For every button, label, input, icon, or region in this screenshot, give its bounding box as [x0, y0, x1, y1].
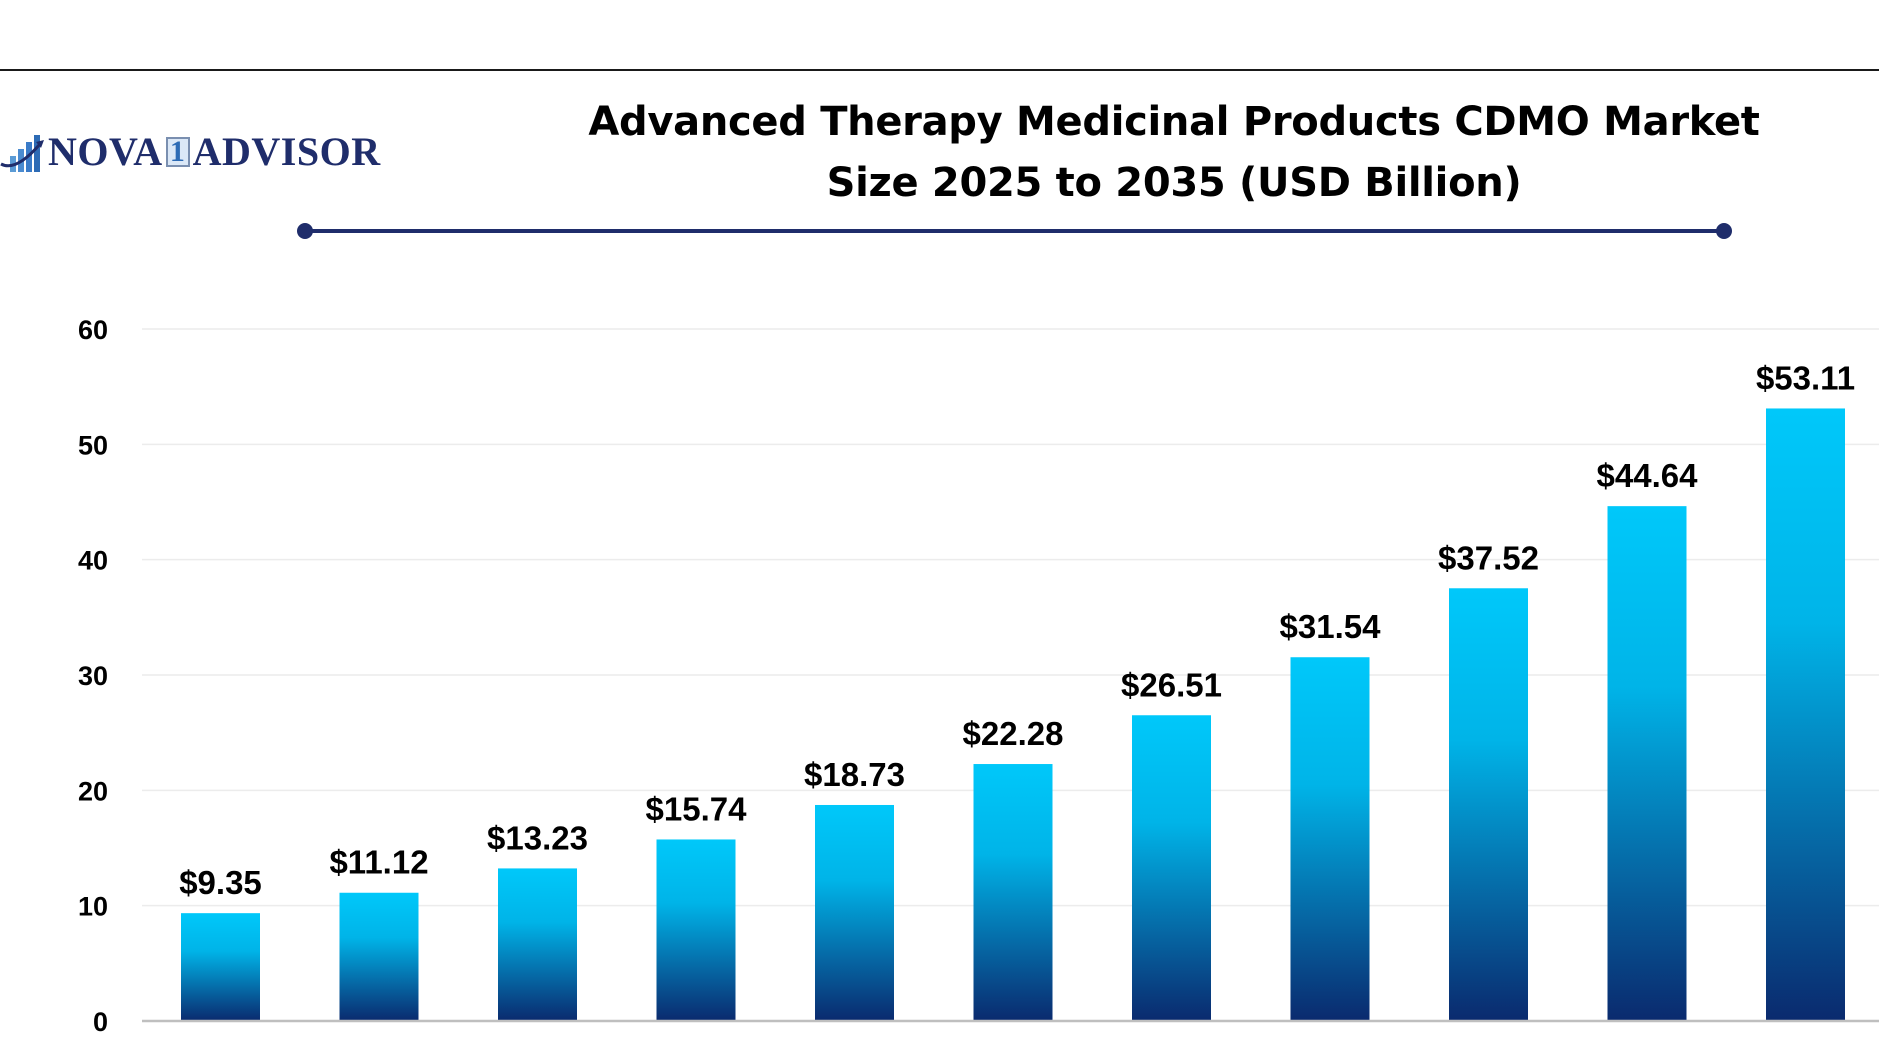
- bar-2029: [815, 804, 894, 1021]
- y-tick-label: 30: [78, 661, 108, 691]
- chart-title: Advanced Therapy Medicinal Products CDMO…: [560, 92, 1788, 214]
- bar-2033: [1449, 588, 1528, 1021]
- data-label-2032: $31.54: [1280, 608, 1382, 645]
- brand-digit-box: 1: [165, 137, 190, 167]
- data-label-2031: $26.51: [1121, 666, 1222, 703]
- y-axis: 0 10 20 30 40 50 60: [78, 315, 108, 1037]
- bar-2035: [1766, 408, 1845, 1021]
- brand-name-part1: NOVA: [48, 129, 163, 174]
- data-label-2029: $18.73: [804, 756, 905, 793]
- brand-name: NOVA 1 ADVISOR: [48, 132, 381, 172]
- chart-title-line-2: Size 2025 to 2035 (USD Billion): [826, 160, 1522, 206]
- y-tick-label: 60: [78, 315, 108, 345]
- y-tick-label: 50: [78, 430, 108, 460]
- bars: [181, 408, 1845, 1022]
- bar-2027: [498, 868, 577, 1021]
- data-label-2028: $15.74: [646, 790, 748, 827]
- title-underline-dot-left: [297, 223, 313, 239]
- data-label-2025: $9.35: [179, 864, 262, 901]
- data-label-2026: $11.12: [329, 844, 428, 881]
- chart-title-line-1: Advanced Therapy Medicinal Products CDMO…: [588, 99, 1760, 145]
- bar-2034: [1607, 506, 1687, 1022]
- bar-2032: [1290, 657, 1370, 1021]
- y-tick-label: 20: [78, 776, 108, 806]
- bar-2030: [973, 764, 1053, 1021]
- data-label-2033: $37.52: [1438, 539, 1539, 576]
- data-label-2035: $53.11: [1756, 359, 1855, 396]
- brand-name-part2: ADVISOR: [192, 129, 381, 174]
- bar-chart-swoosh-icon: [0, 135, 44, 172]
- title-underline-dot-right: [1716, 223, 1732, 239]
- data-label-2034: $44.64: [1597, 457, 1699, 494]
- title-underline: [305, 229, 1724, 233]
- top-divider: [0, 69, 1879, 71]
- bar-2026: [339, 892, 419, 1021]
- data-labels: $9.35 $11.12 $13.23 $15.74 $18.73 $22.28 $26.5…: [179, 359, 1855, 901]
- y-tick-label: 40: [78, 546, 108, 576]
- data-label-2027: $13.23: [487, 819, 588, 856]
- bar-2025: [181, 913, 260, 1021]
- y-tick-label: 10: [78, 892, 108, 922]
- bar-2031: [1132, 715, 1211, 1021]
- bar-2028: [656, 839, 736, 1021]
- data-label-2030: $22.28: [963, 715, 1064, 752]
- brand-logo: NOVA 1 ADVISOR: [0, 128, 381, 176]
- y-tick-label: 0: [93, 1007, 108, 1037]
